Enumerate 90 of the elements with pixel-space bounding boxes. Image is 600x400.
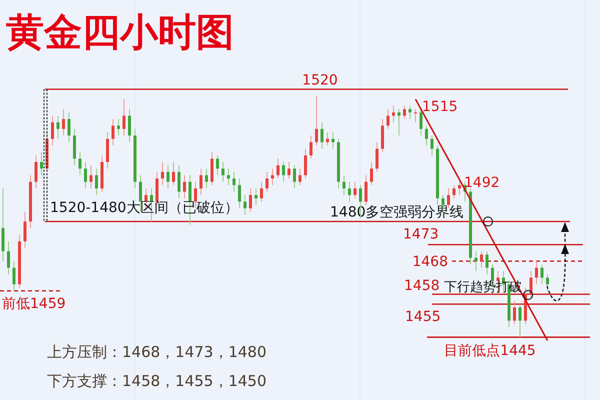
candlestick: [276, 158, 280, 180]
candlestick: [376, 142, 378, 172]
candlestick: [298, 168, 302, 186]
candlestick: [408, 105, 412, 120]
ref-line-label: 1455: [405, 309, 441, 326]
candlestick: [112, 118, 114, 146]
candlestick: [84, 161, 87, 189]
candlestick: [51, 115, 54, 146]
ref-line-label: 目前低点1445: [444, 343, 536, 360]
candlestick: [24, 211, 26, 248]
candlestick: [249, 188, 252, 212]
annotation: 1515: [422, 99, 458, 115]
candlestick: [254, 188, 258, 206]
candlestick: [458, 181, 461, 196]
candlestick: [474, 250, 478, 272]
annotation: 1492: [464, 175, 500, 191]
candlestick: [293, 164, 296, 189]
candlestick: [178, 164, 180, 199]
annotation: 下方支撑：1458，1455，1450: [47, 372, 267, 390]
candlestick: [78, 152, 82, 176]
candlestick: [200, 168, 202, 196]
candlestick: [513, 300, 516, 324]
candlestick: [342, 174, 346, 196]
candlestick: [216, 154, 219, 176]
candlestick: [56, 115, 60, 140]
candlestick: [238, 178, 241, 209]
candlestick: [530, 270, 532, 298]
candlestick: [172, 161, 175, 186]
candlestick: [205, 168, 208, 189]
candlestick: [354, 181, 356, 199]
candlestick: [222, 161, 224, 182]
candlestick: [12, 260, 16, 292]
candlestick: [106, 132, 109, 170]
candlestick: [315, 95, 318, 146]
candlestick: [34, 154, 38, 189]
candlestick: [90, 164, 92, 189]
candlestick: [381, 118, 384, 153]
candlestick: [161, 161, 164, 186]
candlestick: [414, 108, 417, 123]
ref-line-label: 1458: [404, 278, 440, 294]
candlestick: [227, 168, 230, 186]
candlestick: [166, 164, 170, 189]
ref-line-label: 1473: [403, 226, 439, 243]
candlestick: [40, 152, 43, 176]
ref-line-label: 1520: [302, 72, 338, 88]
candlestick: [332, 132, 334, 150]
candlestick: [244, 194, 246, 216]
candlestick: [232, 171, 236, 192]
candlestick: [304, 148, 307, 180]
candlestick: [183, 174, 186, 199]
candlestick: [540, 264, 544, 285]
candlestick: [320, 122, 324, 150]
candlestick: [452, 184, 456, 199]
candlestick: [2, 188, 4, 262]
candlestick: [128, 108, 131, 143]
candlestick: [546, 274, 549, 292]
candlestick: [282, 161, 285, 182]
candlestick: [486, 250, 488, 275]
candlestick: [117, 118, 120, 136]
candlestick: [535, 260, 538, 285]
candlestick: [271, 168, 274, 186]
candlestick: [420, 108, 422, 136]
candlestick: [68, 112, 70, 143]
candlestick: [364, 174, 368, 206]
annotation: 上方压制：1468，1473，1480: [47, 343, 267, 361]
candlestick: [370, 161, 373, 186]
candlestick: [480, 250, 483, 268]
candlestick: [62, 108, 65, 136]
candlestick: [260, 181, 263, 202]
candlestick: [266, 171, 268, 192]
candlestick: [310, 135, 312, 160]
candlestick: [326, 132, 329, 146]
candlestick: [7, 240, 10, 275]
candlestick: [348, 181, 351, 202]
chart-title: 黄金四小时图: [6, 9, 234, 54]
candlestick: [386, 108, 390, 130]
candlestick: [430, 135, 434, 156]
candlestick: [392, 105, 395, 123]
candlestick: [518, 304, 522, 338]
candlestick: [95, 168, 98, 196]
candlestick: [122, 98, 126, 136]
ref-line-label: 前低1459: [2, 296, 66, 312]
candlestick: [425, 125, 428, 146]
candlestick: [288, 161, 290, 180]
candlestick: [210, 152, 214, 186]
candlestick: [403, 105, 406, 120]
candlestick: [73, 128, 76, 166]
ref-line-label: 1468: [412, 254, 448, 270]
candlestick: [398, 108, 400, 136]
annotation: 1520-1480大区间（已破位）: [50, 200, 238, 216]
